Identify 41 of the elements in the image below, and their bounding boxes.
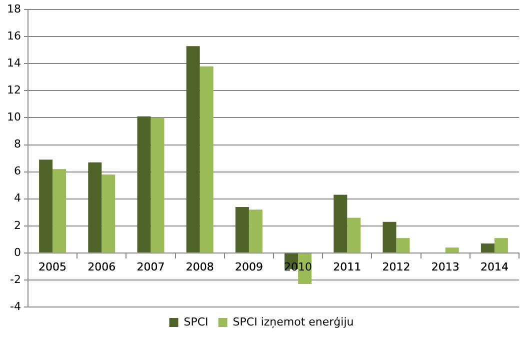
- bar: [347, 218, 361, 252]
- legend-label: SPCI izņemot enerģiju: [232, 315, 354, 328]
- bar: [137, 116, 151, 252]
- x-tick-label: 2010: [284, 260, 312, 274]
- y-tick-label: 0: [14, 246, 21, 259]
- x-tick-label: 2012: [382, 260, 410, 274]
- bar: [382, 222, 396, 252]
- bar: [396, 238, 410, 252]
- y-tick-label: 6: [14, 164, 21, 178]
- legend-label: SPCI: [184, 315, 208, 328]
- y-tick-label: 10: [6, 110, 21, 124]
- bar: [494, 238, 508, 252]
- x-tick-label: 2009: [234, 260, 263, 274]
- x-tick-label: 2007: [136, 260, 165, 274]
- x-tick-label: 2011: [333, 260, 362, 274]
- y-tick-label: 14: [6, 56, 21, 70]
- x-tick-label: 2005: [38, 260, 67, 274]
- bar: [445, 248, 459, 252]
- y-tick-label: 18: [6, 2, 21, 16]
- y-tick-label: 16: [6, 29, 21, 42]
- y-tick-label: 12: [6, 84, 21, 97]
- y-tick-label: -2: [10, 272, 21, 286]
- bar: [200, 66, 214, 252]
- x-tick-label: 2008: [186, 260, 214, 274]
- bar: [480, 243, 494, 252]
- bar: [52, 169, 66, 252]
- bar: [39, 160, 53, 252]
- y-tick-label: 4: [14, 192, 21, 205]
- x-tick-label: 2013: [431, 260, 460, 274]
- bar: [150, 118, 164, 252]
- bar: [235, 206, 249, 252]
- bar: [334, 194, 348, 252]
- bar: [186, 46, 200, 252]
- bar: [102, 174, 116, 252]
- y-tick-label: 2: [14, 218, 21, 232]
- bar: [88, 162, 102, 252]
- y-tick-label: 8: [14, 138, 21, 151]
- x-tick-label: 2014: [480, 260, 508, 274]
- bar: [248, 210, 262, 252]
- y-tick-label: -4: [10, 300, 21, 313]
- x-tick-label: 2006: [88, 260, 116, 274]
